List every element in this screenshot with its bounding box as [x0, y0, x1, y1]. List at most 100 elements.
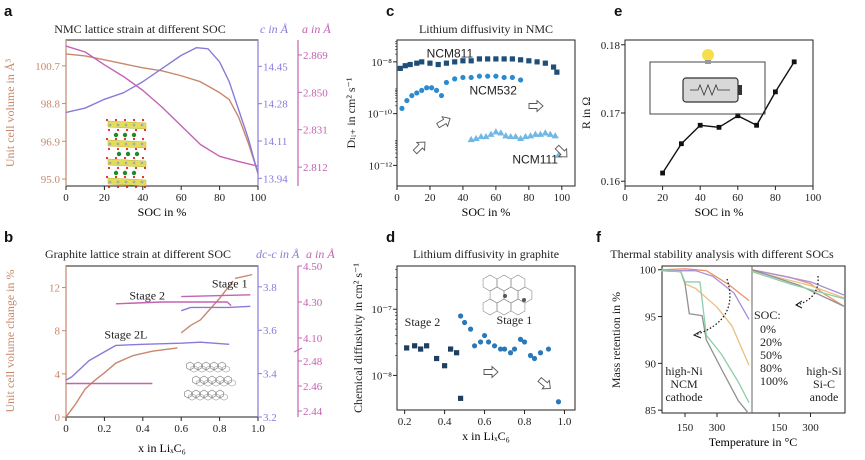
data-point: [419, 59, 425, 65]
y-tick-label: 90: [645, 358, 657, 370]
series-line: [65, 341, 230, 381]
x-tick-label: 0.8: [213, 423, 227, 435]
data-point: [754, 122, 759, 128]
y-tick-label: 2.48: [303, 356, 323, 368]
data-point: [716, 124, 722, 130]
series-line: [661, 270, 750, 403]
series-line: [751, 269, 845, 307]
series-line: [65, 53, 259, 174]
x-tick-label: 100: [805, 192, 822, 204]
data-point: [461, 319, 468, 326]
x-tick-label: 80: [523, 192, 535, 204]
data-point: [697, 122, 703, 128]
y-tick-label: 2.46: [303, 381, 323, 393]
x-tick-label: 300: [802, 422, 819, 434]
x-tick-label: 150: [677, 422, 694, 434]
series-line: [65, 347, 178, 418]
data-point: [507, 132, 515, 140]
x-tick-label: 0: [63, 423, 69, 435]
data-point: [468, 74, 474, 81]
x-tick-label: 0.6: [174, 423, 188, 435]
data-point: [509, 56, 515, 62]
y-axis-label: Chemical diffusivity in cm² s⁻¹: [351, 263, 365, 413]
data-point: [457, 395, 464, 401]
x-tick-label: 0.8: [518, 416, 532, 428]
series-line: [180, 305, 251, 312]
x-tick-label: 0.4: [438, 416, 452, 428]
data-point: [555, 399, 562, 405]
subpanel-label: NCM: [670, 377, 698, 391]
data-point: [435, 61, 441, 68]
data-point: [485, 73, 491, 79]
data-point: [493, 56, 499, 62]
y-tick-label: 2.44: [303, 406, 323, 418]
data-point: [521, 339, 528, 345]
series-line: [661, 270, 750, 366]
data-point: [501, 74, 507, 81]
data-point: [447, 346, 454, 352]
series-line: [661, 270, 750, 320]
data-point: [531, 130, 540, 137]
data-point: [509, 74, 515, 81]
data-point: [518, 57, 524, 63]
chart-title: Lithium diffusivity in graphite: [413, 247, 559, 261]
series-line: [234, 273, 253, 280]
data-point: [438, 92, 445, 99]
y-tick-label: 85: [645, 405, 657, 417]
x-tick-label: 0: [394, 192, 400, 204]
y-tick-label: 4.50: [303, 261, 323, 273]
axis-break-mark: [293, 347, 303, 353]
data-point: [467, 326, 474, 332]
y-tick-label: 0.18: [601, 40, 621, 52]
y-tick-label: 3.8: [263, 282, 277, 294]
arrow-icon: [412, 141, 426, 155]
data-point: [418, 346, 424, 352]
y-axis-label: a in Å: [302, 22, 331, 36]
data-point: [409, 92, 415, 99]
plot-frame: [65, 39, 259, 187]
x-axis-label: SOC in %: [695, 205, 744, 219]
data-point: [773, 89, 778, 95]
data-point: [546, 130, 554, 137]
y-tick-label: 4: [55, 369, 61, 381]
y-tick-label: 98.8: [41, 99, 61, 111]
data-point: [460, 74, 466, 81]
panel-label: b: [4, 229, 13, 246]
data-point: [452, 59, 458, 65]
plot-frame: [396, 39, 576, 187]
annotation: NCM811: [427, 46, 474, 60]
y-tick-label: 4.30: [303, 297, 323, 309]
x-tick-label: 40: [457, 192, 469, 204]
panel-label: a: [4, 3, 13, 20]
series-line: [751, 269, 845, 307]
arrowhead-icon: [795, 300, 803, 309]
data-point: [512, 132, 520, 140]
annotation: Stage 2: [405, 315, 441, 329]
battery-circuit-inset: [649, 49, 766, 115]
data-point: [476, 73, 483, 79]
chart-title: NMC lattice strain at different SOC: [54, 22, 225, 36]
y-axis-label: Mass retention in %: [609, 292, 623, 388]
data-point: [419, 87, 425, 94]
x-axis-label: SOC in %: [138, 205, 187, 219]
x-tick-label: 20: [99, 192, 111, 204]
annotation: Stage 1: [212, 277, 248, 291]
data-point: [442, 363, 448, 369]
y-tick-label: 2.831: [303, 125, 328, 137]
arrow-icon: [528, 99, 544, 113]
y-tick-label: 0.16: [601, 176, 621, 188]
y-tick-label: 0: [55, 412, 61, 424]
series-line: [181, 294, 251, 298]
plot-frame: [396, 265, 576, 411]
y-tick-label: 12: [49, 283, 60, 295]
y-axis-label: dc-c in Å: [256, 247, 300, 261]
data-point: [424, 85, 430, 91]
data-point: [457, 313, 464, 319]
data-point: [660, 170, 665, 176]
data-point: [472, 134, 480, 142]
annotation: NCM532: [470, 83, 518, 97]
panel-label: e: [614, 3, 622, 20]
y-tick-label: 8: [55, 326, 61, 338]
data-point: [735, 113, 741, 119]
